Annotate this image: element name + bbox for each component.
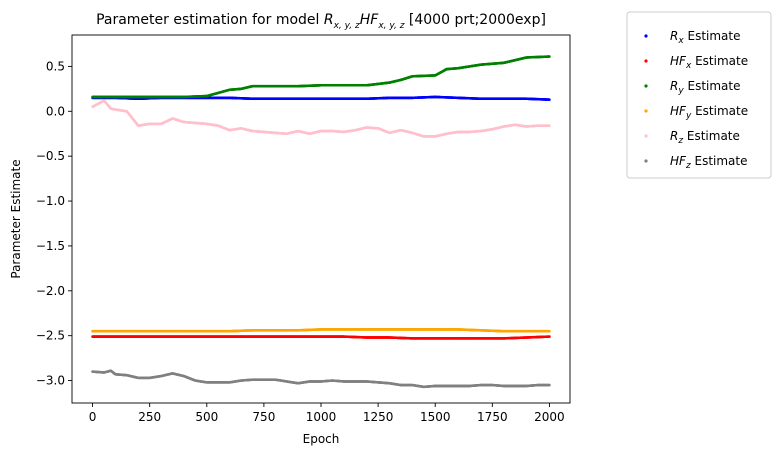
plot-area (91, 55, 551, 389)
chart-title: Parameter estimation for model Rx, y, zH… (96, 12, 546, 31)
series-hfy-points (91, 328, 551, 333)
series-hfx-points (91, 335, 551, 340)
series-ry-points (91, 55, 551, 99)
data-point (548, 98, 551, 101)
data-point (548, 335, 551, 338)
data-point (548, 329, 551, 333)
series-rz-points (91, 99, 551, 138)
data-point (548, 55, 551, 58)
